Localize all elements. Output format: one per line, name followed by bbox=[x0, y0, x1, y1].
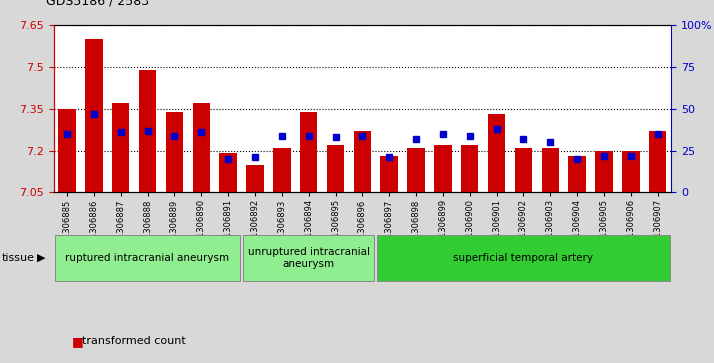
Bar bbox=[377, 235, 670, 281]
Text: ■: ■ bbox=[71, 335, 83, 348]
Text: superficial temporal artery: superficial temporal artery bbox=[453, 253, 593, 263]
Bar bbox=[353, 131, 371, 192]
Bar bbox=[112, 103, 129, 192]
Bar bbox=[85, 39, 103, 192]
Bar bbox=[488, 114, 506, 192]
Bar bbox=[622, 151, 640, 192]
Bar bbox=[219, 154, 237, 192]
Bar bbox=[595, 151, 613, 192]
Bar bbox=[55, 235, 240, 281]
Text: ▶: ▶ bbox=[37, 253, 46, 263]
Text: transformed count: transformed count bbox=[82, 336, 186, 346]
Bar bbox=[381, 156, 398, 192]
Bar bbox=[327, 145, 344, 192]
Bar bbox=[300, 112, 318, 192]
Bar bbox=[568, 156, 586, 192]
Bar bbox=[139, 70, 156, 192]
Text: ruptured intracranial aneurysm: ruptured intracranial aneurysm bbox=[66, 253, 230, 263]
Bar bbox=[243, 235, 374, 281]
Bar bbox=[407, 148, 425, 192]
Bar bbox=[542, 148, 559, 192]
Bar bbox=[434, 145, 452, 192]
Bar bbox=[246, 164, 263, 192]
Bar bbox=[461, 145, 478, 192]
Bar bbox=[166, 112, 183, 192]
Bar bbox=[649, 131, 666, 192]
Text: tissue: tissue bbox=[2, 253, 35, 263]
Text: GDS5186 / 2583: GDS5186 / 2583 bbox=[46, 0, 149, 7]
Bar bbox=[273, 148, 291, 192]
Bar bbox=[515, 148, 532, 192]
Bar bbox=[193, 103, 210, 192]
Text: unruptured intracranial
aneurysm: unruptured intracranial aneurysm bbox=[248, 247, 370, 269]
Bar bbox=[59, 109, 76, 192]
